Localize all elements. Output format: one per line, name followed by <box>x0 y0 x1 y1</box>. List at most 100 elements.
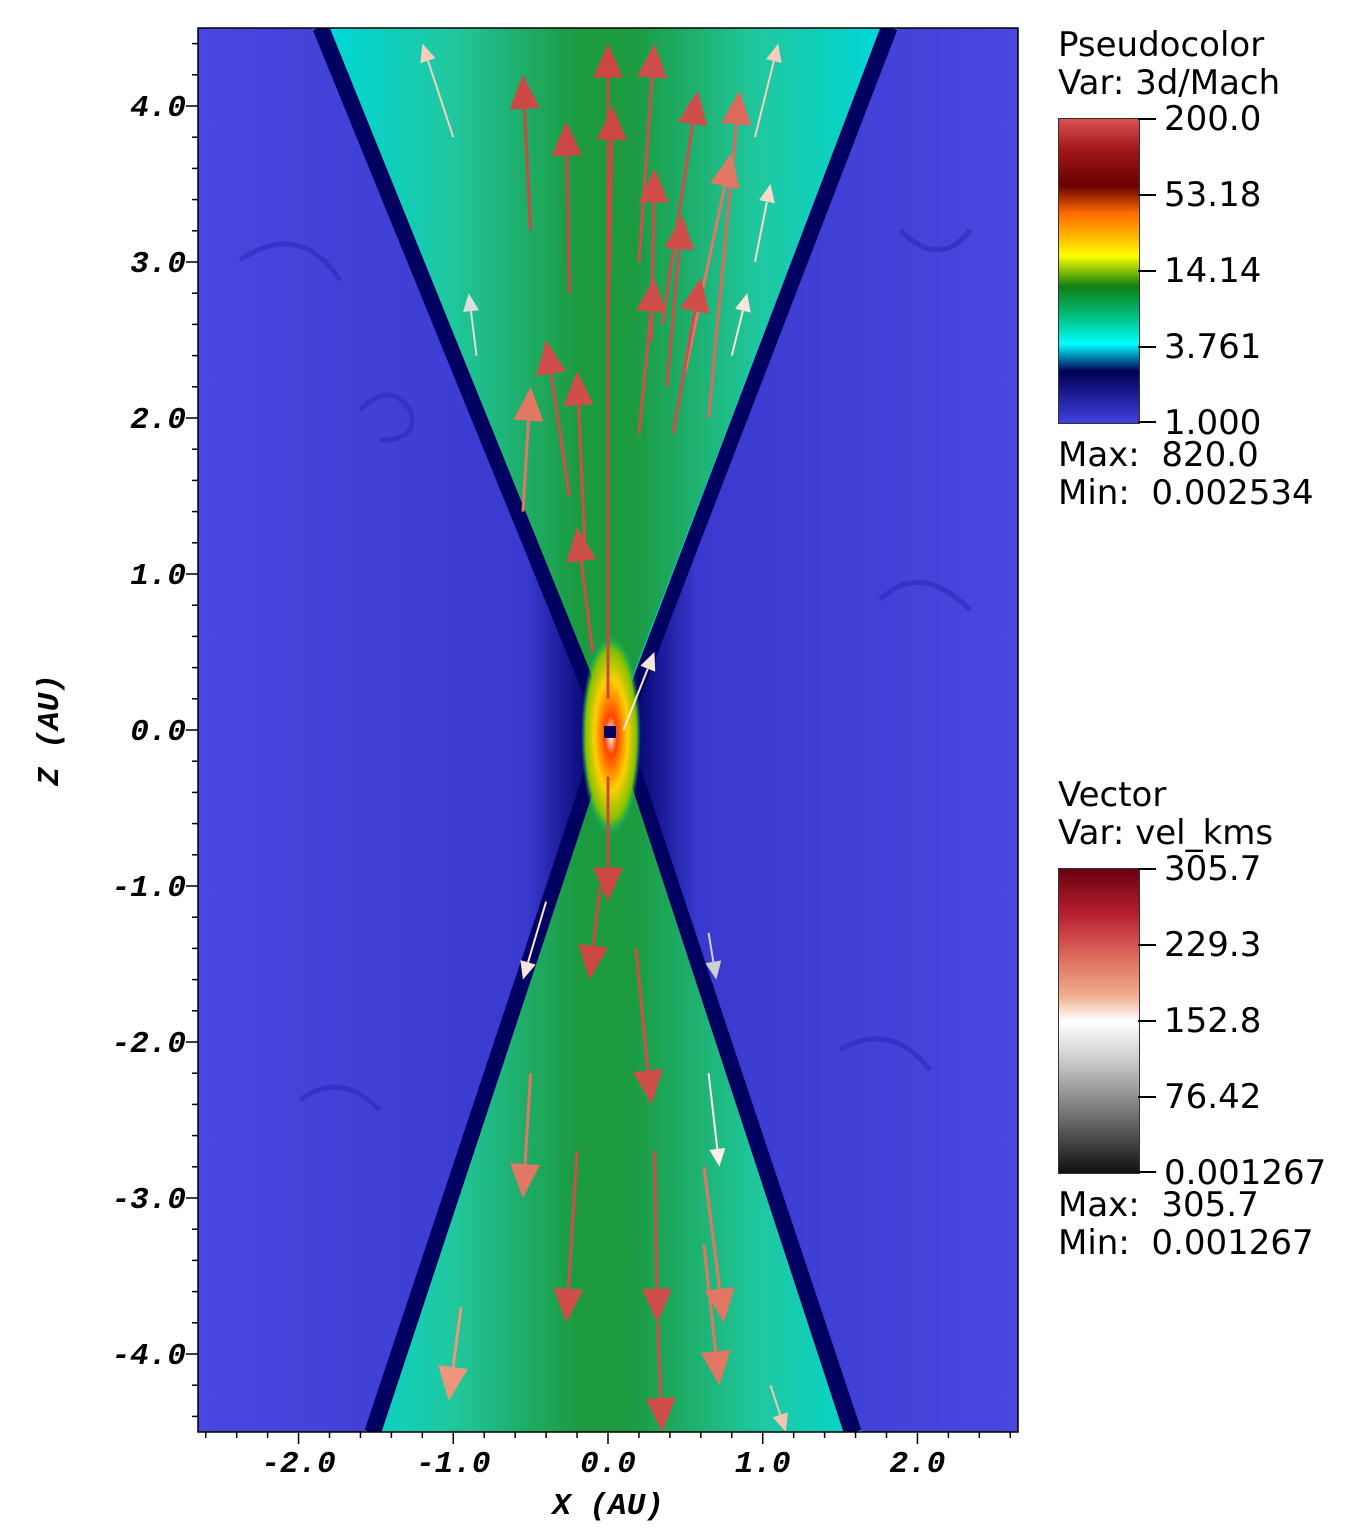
velocity-arrow-shaft <box>451 1307 463 1368</box>
pseudocolor-colorbar <box>1058 118 1140 424</box>
velocity-arrow-head <box>638 168 669 203</box>
velocity-arrow-head <box>578 944 609 980</box>
velocity-arrow-head <box>563 371 594 406</box>
velocity-arrow-head <box>704 1287 735 1323</box>
vector-colorbar <box>1058 868 1140 1174</box>
colorbar-tick <box>1138 1096 1156 1098</box>
velocity-arrow-shaft <box>606 139 614 325</box>
x-tick-label: 2.0 <box>890 1447 946 1482</box>
velocity-arrow-shaft <box>523 1073 533 1165</box>
x-axis-title: X (AU) <box>550 1489 664 1524</box>
y-tick-label: 0.0 <box>130 715 186 750</box>
left-ambient-region <box>198 28 598 1432</box>
x-tick-label: 1.0 <box>735 1447 791 1482</box>
y-tick-label: -3.0 <box>112 1183 186 1218</box>
velocity-arrow-shaft <box>565 155 571 294</box>
velocity-arrow-head <box>420 43 436 64</box>
colorbar-tick <box>1138 421 1156 423</box>
velocity-arrow-head <box>645 1397 676 1432</box>
central-source <box>604 726 616 738</box>
vector-min: Min: 0.001267 <box>1058 1224 1338 1262</box>
colorbar-tick <box>1138 346 1156 348</box>
colorbar-tick <box>1138 868 1156 870</box>
min-value: 0.002534 <box>1151 473 1314 513</box>
max-value: 305.7 <box>1161 1185 1259 1225</box>
velocity-arrow-shaft <box>549 373 571 497</box>
velocity-arrow-shaft <box>637 77 654 263</box>
velocity-arrow-head <box>710 152 740 190</box>
velocity-arrow-head <box>513 386 544 422</box>
velocity-arrow-shaft <box>671 310 697 434</box>
vector-colorbar-area: 305.7 229.3 152.8 76.42 0.001267 <box>1058 851 1338 1191</box>
colorbar-label: 14.14 <box>1164 251 1262 291</box>
velocity-arrow-head <box>438 1365 468 1401</box>
velocity-arrow-shaft <box>652 1151 659 1289</box>
velocity-arrow-shaft <box>527 901 548 963</box>
min-label: Min: <box>1058 1223 1130 1263</box>
right-ambient-region <box>628 28 1018 1432</box>
velocity-arrow-shaft <box>754 60 775 138</box>
velocity-arrow-head <box>664 215 695 251</box>
velocity-arrow-head <box>700 1349 731 1386</box>
x-tick-label: -1.0 <box>416 1447 490 1482</box>
colorbar-label: 0.001267 <box>1164 1153 1327 1193</box>
velocity-arrow-shaft <box>523 108 533 231</box>
x-tick-label: -2.0 <box>261 1447 335 1482</box>
velocity-arrow-shaft <box>637 311 653 434</box>
colorbar-label: 200.0 <box>1164 99 1262 139</box>
velocity-arrow-head <box>766 43 782 63</box>
colorbar-tick <box>1138 1171 1156 1173</box>
min-label: Min: <box>1058 473 1130 513</box>
vector-max: Max: 305.7 <box>1058 1186 1338 1224</box>
vector-title: Vector <box>1058 775 1167 815</box>
velocity-arrow-shaft <box>730 310 744 356</box>
velocity-arrow-head <box>641 1288 672 1323</box>
pseudocolor-colorbar-area: 200.0 53.18 14.14 3.761 1.000 <box>1058 101 1318 441</box>
pseudocolor-legend: Pseudocolor Var: 3d/Mach 200.0 53.18 14.… <box>1058 26 1318 512</box>
colorbar-tick <box>1138 270 1156 272</box>
velocity-arrow-shaft <box>427 60 455 138</box>
velocity-arrow-shaft <box>707 932 715 963</box>
colorbar-label: 53.18 <box>1164 175 1262 215</box>
colorbar-label: 229.3 <box>1164 925 1262 965</box>
pseudocolor-variable: Var: 3d/Mach <box>1058 63 1281 103</box>
vector-legend: Vector Var: vel_kms 305.7 229.3 152.8 76… <box>1058 776 1338 1262</box>
axes: -2.0 -1.0 0.0 1.0 2.0 4.0 3.0 2.0 1.0 0.0 -1.0 -2.0… <box>33 42 1012 1524</box>
velocity-arrow-shaft <box>577 405 587 543</box>
velocity-arrow-head <box>735 293 751 313</box>
velocity-arrow-head <box>553 1287 584 1323</box>
velocity-arrow-head <box>680 277 710 314</box>
colorbar-label: 152.8 <box>1164 1001 1262 1041</box>
velocity-arrow-shaft <box>754 201 768 263</box>
velocity-arrow-shaft <box>622 668 649 731</box>
velocity-arrow-shaft <box>683 185 727 372</box>
velocity-arrow-head <box>677 90 708 127</box>
velocity-arrow-head <box>551 121 582 156</box>
velocity-arrow-shaft <box>566 1151 579 1289</box>
colorbar-tick <box>1138 1020 1156 1022</box>
colorbar-label: 76.42 <box>1164 1077 1262 1117</box>
velocity-arrow-shaft <box>591 885 602 946</box>
outflow-lobes <box>330 28 880 1432</box>
colorbar-label: 3.761 <box>1164 327 1262 367</box>
velocity-arrow-shaft <box>656 1322 663 1399</box>
y-tick-label: 4.0 <box>130 91 186 126</box>
vector-variable: Var: vel_kms <box>1058 813 1274 853</box>
y-tick-label: -4.0 <box>112 1339 186 1374</box>
velocity-arrow-head <box>759 184 775 204</box>
velocity-arrow-shaft <box>634 948 650 1071</box>
velocity-arrow-shaft <box>521 420 531 512</box>
velocity-arrow-head <box>637 43 667 79</box>
colorbar-tick <box>1138 944 1156 946</box>
y-tick-label: -1.0 <box>112 871 186 906</box>
max-value: 820.0 <box>1161 435 1259 475</box>
y-tick-label: -2.0 <box>112 1027 186 1062</box>
velocity-vectors <box>420 43 788 1432</box>
pseudocolor-title: Pseudocolor <box>1058 25 1265 65</box>
colorbar-label: 305.7 <box>1164 849 1262 889</box>
velocity-arrow-head <box>596 106 627 141</box>
velocity-arrow-head <box>633 1069 663 1105</box>
y-axis-title: Z (AU) <box>33 674 68 787</box>
turbulent-eddies <box>238 228 972 1112</box>
